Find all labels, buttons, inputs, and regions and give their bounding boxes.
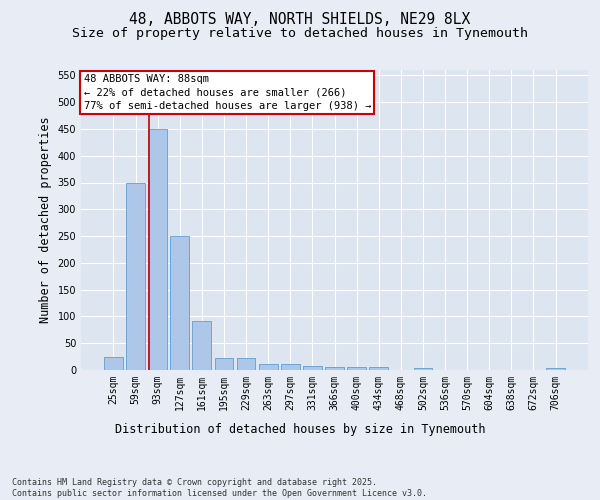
- Bar: [193, 320, 211, 370]
- Bar: [104, 356, 123, 370]
- Text: Contains HM Land Registry data © Crown copyright and database right 2025.
Contai: Contains HM Land Registry data © Crown c…: [12, 478, 427, 498]
- Bar: [148, 129, 167, 370]
- Text: Size of property relative to detached houses in Tynemouth: Size of property relative to detached ho…: [72, 28, 528, 40]
- Bar: [281, 364, 299, 370]
- Bar: [236, 358, 256, 370]
- Bar: [259, 364, 278, 370]
- Bar: [215, 358, 233, 370]
- Bar: [370, 368, 388, 370]
- Y-axis label: Number of detached properties: Number of detached properties: [39, 116, 52, 324]
- Bar: [546, 368, 565, 370]
- Bar: [325, 367, 344, 370]
- Bar: [170, 236, 189, 370]
- Text: Distribution of detached houses by size in Tynemouth: Distribution of detached houses by size …: [115, 422, 485, 436]
- Bar: [347, 368, 366, 370]
- Bar: [413, 368, 433, 370]
- Bar: [126, 182, 145, 370]
- Text: 48 ABBOTS WAY: 88sqm
← 22% of detached houses are smaller (266)
77% of semi-deta: 48 ABBOTS WAY: 88sqm ← 22% of detached h…: [83, 74, 371, 111]
- Text: 48, ABBOTS WAY, NORTH SHIELDS, NE29 8LX: 48, ABBOTS WAY, NORTH SHIELDS, NE29 8LX: [130, 12, 470, 28]
- Bar: [303, 366, 322, 370]
